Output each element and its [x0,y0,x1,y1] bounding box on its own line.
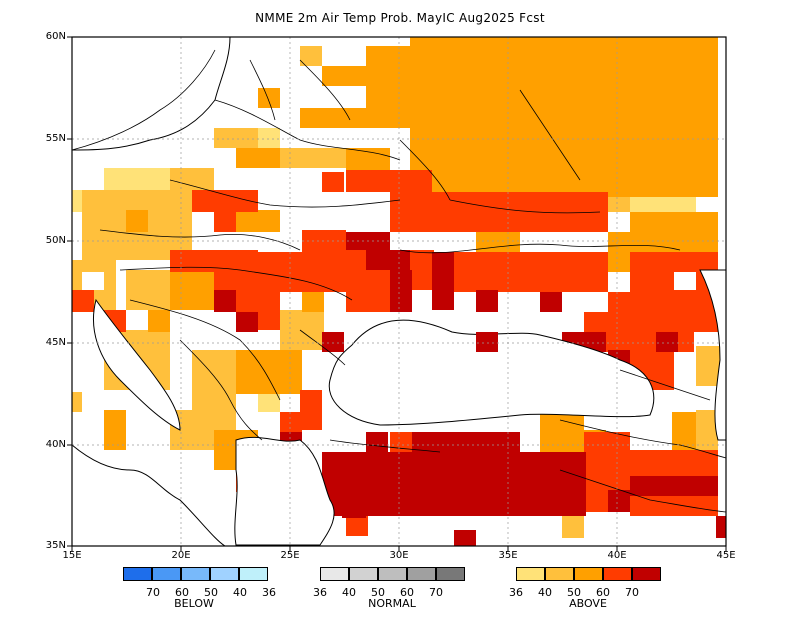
sea-areas [71,36,727,547]
black-sea [328,319,655,426]
borders [71,49,727,513]
adriatic-sea [93,298,181,431]
legend-swatch [239,567,268,581]
legend-tick: 36 [313,586,327,599]
legend-tick: 50 [371,586,385,599]
legend-swatch [574,567,603,581]
probability-grid [72,37,726,546]
legend-label: BELOW [174,597,214,610]
legend-swatch [181,567,210,581]
lat-tick-label: 35N [45,540,66,551]
aegean-sea [234,436,335,546]
legend-tick: 70 [429,586,443,599]
lon-tick-label: 30E [389,550,409,561]
lat-tick-label: 40N [45,439,66,450]
legend-swatch [545,567,574,581]
caspian-sea [699,269,727,441]
legend-swatch [123,567,152,581]
legend-label: NORMAL [368,597,416,610]
lat-tick-label: 55N [45,133,66,144]
tick-marks [67,36,727,551]
legend-swatch [378,567,407,581]
legend-swatch [436,567,465,581]
lon-tick-label: 20E [171,550,191,561]
legend-tick: 36 [509,586,523,599]
legend-tick: 36 [262,586,276,599]
legend-tick: 50 [567,586,581,599]
gridlines [72,37,726,546]
baltic-sea [71,36,231,151]
mediterranean [71,443,227,547]
legend-tick: 60 [175,586,189,599]
legend-tick: 70 [146,586,160,599]
legend-swatch [349,567,378,581]
legend-swatch [210,567,239,581]
legend-tick: 40 [538,586,552,599]
legend-tick: 70 [625,586,639,599]
legend-tick: 60 [400,586,414,599]
lat-tick-label: 50N [45,235,66,246]
lon-tick-label: 35E [498,550,518,561]
legend-tick: 60 [596,586,610,599]
legend-swatch [632,567,661,581]
legend-label: ABOVE [569,597,607,610]
lon-tick-label: 45E [716,550,736,561]
lat-tick-label: 60N [45,31,66,42]
lon-tick-label: 40E [607,550,627,561]
legend-swatch [320,567,349,581]
legend-swatch [603,567,632,581]
legend-tick: 40 [233,586,247,599]
legend-tick: 50 [204,586,218,599]
legend-tick: 40 [342,586,356,599]
lon-tick-label: 15E [62,550,82,561]
legend-swatch [152,567,181,581]
lat-tick-label: 45N [45,337,66,348]
island-cells [72,332,498,518]
lon-tick-label: 25E [280,550,300,561]
map-title: NMME 2m Air Temp Prob. MayIC Aug2025 Fcs… [255,11,545,25]
legend-swatch [407,567,436,581]
legend-swatch [516,567,545,581]
